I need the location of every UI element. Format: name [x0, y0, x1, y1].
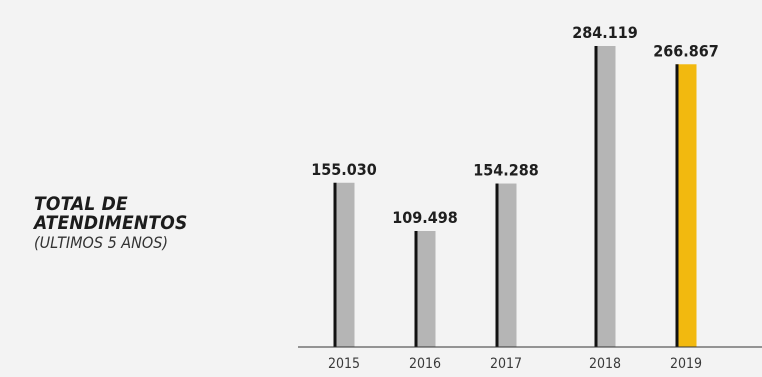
bar-edge-2018	[594, 46, 598, 347]
bar-edge-2017	[495, 183, 499, 347]
bar-2019	[675, 64, 697, 347]
title-line-1: TOTAL DE	[34, 193, 128, 215]
bar-2017	[495, 183, 517, 347]
x-tick-label-2015: 2015	[328, 356, 360, 372]
x-tick-label-2018: 2018	[589, 356, 621, 372]
value-label-2017: 154.288	[473, 161, 539, 180]
bars-layer	[333, 46, 697, 347]
labels-layer: 155.030 2015 109.498 2016 154.288 2017 284.119…	[311, 23, 719, 372]
chart-title: TOTAL DE ATENDIMENTOS (ULTIMOS 5 ANOS)	[34, 193, 188, 253]
x-tick-label-2016: 2016	[409, 356, 441, 372]
bar-edge-2015	[333, 182, 337, 347]
value-label-2019: 266.867	[653, 41, 719, 60]
x-tick-label-2017: 2017	[490, 356, 522, 372]
value-label-2018: 284.119	[572, 23, 638, 42]
bar-edge-2016	[414, 230, 418, 347]
bar-2016	[414, 230, 436, 347]
title-line-2: ATENDIMENTOS	[34, 212, 188, 234]
value-label-2016: 109.498	[392, 208, 458, 227]
value-label-2015: 155.030	[311, 160, 377, 179]
title-subtitle: (ULTIMOS 5 ANOS)	[34, 233, 168, 252]
x-tick-label-2019: 2019	[670, 356, 702, 372]
bar-edge-2019	[675, 64, 679, 347]
bar-2018	[594, 46, 616, 347]
bar-2015	[333, 182, 355, 347]
